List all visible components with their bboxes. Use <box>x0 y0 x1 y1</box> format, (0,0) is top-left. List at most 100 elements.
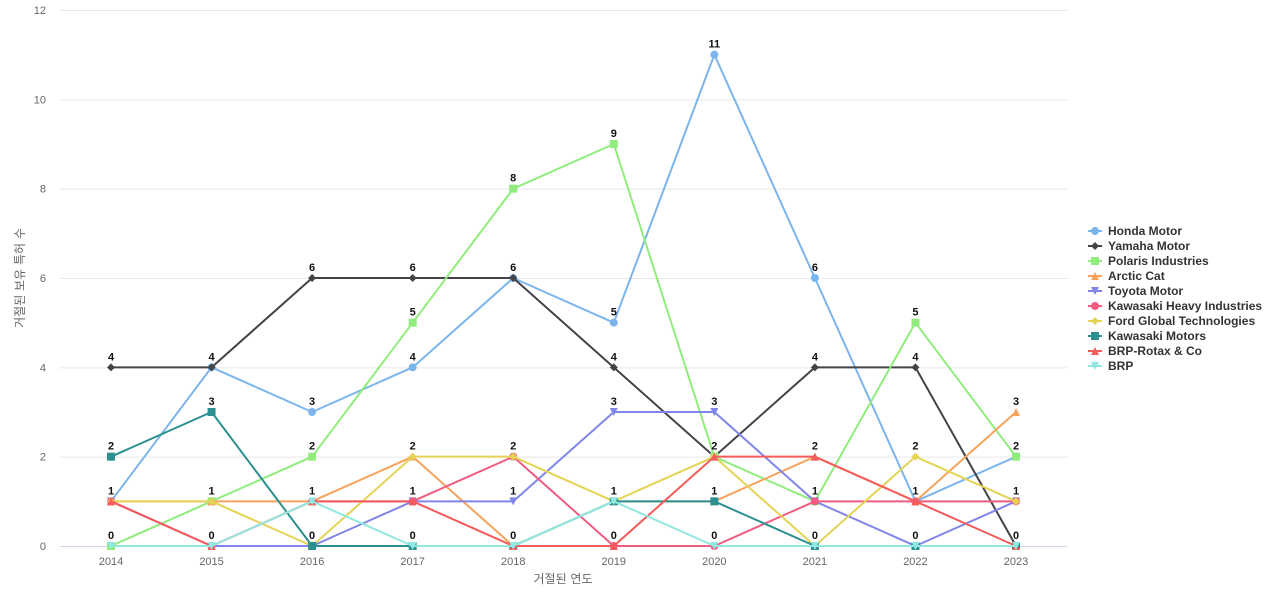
series-brp <box>107 497 1020 550</box>
data-point <box>911 497 920 506</box>
data-point <box>609 497 618 506</box>
x-tick-label: 2023 <box>1004 556 1028 568</box>
y-tick-label: 10 <box>34 94 46 106</box>
data-point <box>308 542 317 550</box>
data-point <box>509 452 518 461</box>
legend-item[interactable]: Yamaha Motor <box>1088 239 1190 253</box>
data-label: 11 <box>709 39 721 51</box>
x-tick-label: 2017 <box>400 556 424 568</box>
x-tick-label: 2014 <box>99 556 123 568</box>
legend-label: Kawasaki Heavy Industries <box>1108 299 1262 313</box>
data-point <box>1012 452 1020 461</box>
data-point <box>810 274 819 282</box>
data-point <box>509 497 518 506</box>
data-label: 0 <box>611 530 617 542</box>
data-label: 0 <box>912 530 918 542</box>
legend-marker <box>1091 347 1099 355</box>
data-label: 6 <box>812 262 818 274</box>
data-label: 4 <box>611 351 618 363</box>
data-label: 4 <box>208 351 215 363</box>
data-label: 3 <box>611 396 617 408</box>
data-point <box>107 452 115 461</box>
data-label: 5 <box>611 307 617 319</box>
legend-marker <box>1091 242 1099 250</box>
data-point <box>107 363 115 372</box>
data-point <box>810 363 819 372</box>
data-label: 3 <box>208 396 214 408</box>
data-label: 1 <box>510 485 516 497</box>
legend-label: Yamaha Motor <box>1108 239 1190 253</box>
data-label: 8 <box>510 173 516 185</box>
data-point <box>810 497 819 506</box>
data-point <box>308 452 317 461</box>
data-label: 6 <box>510 262 516 274</box>
series-line <box>110 53 1017 503</box>
data-label: 9 <box>611 128 617 140</box>
legend-marker <box>1091 272 1099 280</box>
data-label: 1 <box>1013 485 1019 497</box>
y-axis-title: 거절된 보유 특허 수 <box>13 228 27 328</box>
data-label: 1 <box>912 485 918 497</box>
data-label: 4 <box>812 351 819 363</box>
x-tick-label: 2015 <box>199 556 223 568</box>
data-label: 6 <box>309 262 315 274</box>
data-point <box>509 184 518 193</box>
data-point <box>1012 408 1020 416</box>
series-yamaha-motor <box>107 274 1020 550</box>
data-point <box>207 542 216 550</box>
x-axis-ticks: 2014 2015 2016 2017 2018 2019 2020 2021 2022 2023 <box>99 556 1028 568</box>
legend-marker <box>1091 257 1099 265</box>
data-label: 3 <box>1013 396 1019 408</box>
data-point <box>408 363 417 372</box>
data-label: 3 <box>309 396 315 408</box>
data-point <box>810 452 819 461</box>
data-point <box>911 542 920 550</box>
legend-item[interactable]: Honda Motor <box>1088 224 1182 238</box>
data-point <box>710 542 719 550</box>
data-point <box>509 542 518 550</box>
data-point <box>609 542 618 550</box>
data-label: 0 <box>208 530 214 542</box>
legend-item[interactable]: Polaris Industries <box>1088 254 1209 268</box>
data-point <box>207 363 216 372</box>
x-axis-title: 거절된 연도 <box>533 572 592 586</box>
data-point <box>408 452 417 461</box>
data-point <box>408 318 417 327</box>
legend-marker <box>1091 302 1099 310</box>
data-point <box>911 363 920 372</box>
legend-label: BRP <box>1108 359 1133 373</box>
legend-item[interactable]: BRP <box>1088 359 1133 373</box>
data-label: 4 <box>912 351 919 363</box>
data-point <box>1012 542 1020 550</box>
y-axis-ticks: 0 2 4 6 8 10 12 <box>34 5 46 553</box>
x-tick-label: 2016 <box>300 556 324 568</box>
data-point <box>710 408 719 416</box>
data-label: 0 <box>410 530 416 542</box>
legend-item[interactable]: Kawasaki Motors <box>1088 329 1206 343</box>
data-label: 2 <box>309 441 315 453</box>
grid-lines <box>60 10 1067 458</box>
legend-item[interactable]: Ford Global Technologies <box>1088 314 1255 328</box>
data-point <box>609 363 618 372</box>
legend-marker <box>1091 227 1099 235</box>
legend-item[interactable]: Toyota Motor <box>1088 284 1183 298</box>
data-point <box>710 497 719 506</box>
data-point <box>308 497 317 506</box>
legend-item[interactable]: BRP-Rotax & Co <box>1088 344 1202 358</box>
y-tick-label: 12 <box>34 5 46 17</box>
x-tick-label: 2020 <box>702 556 726 568</box>
data-point <box>810 542 819 550</box>
data-point <box>609 318 618 327</box>
data-label: 0 <box>309 530 315 542</box>
legend-label: Toyota Motor <box>1108 284 1183 298</box>
legend-marker <box>1091 317 1099 325</box>
data-label: 1 <box>309 485 315 497</box>
legend-marker <box>1091 362 1099 370</box>
legend-label: BRP-Rotax & Co <box>1108 344 1202 358</box>
data-label: 4 <box>410 351 417 363</box>
legend-label: Ford Global Technologies <box>1108 314 1255 328</box>
legend-item[interactable]: Kawasaki Heavy Industries <box>1088 299 1262 313</box>
legend-item[interactable]: Arctic Cat <box>1088 269 1165 283</box>
data-point <box>509 274 518 282</box>
